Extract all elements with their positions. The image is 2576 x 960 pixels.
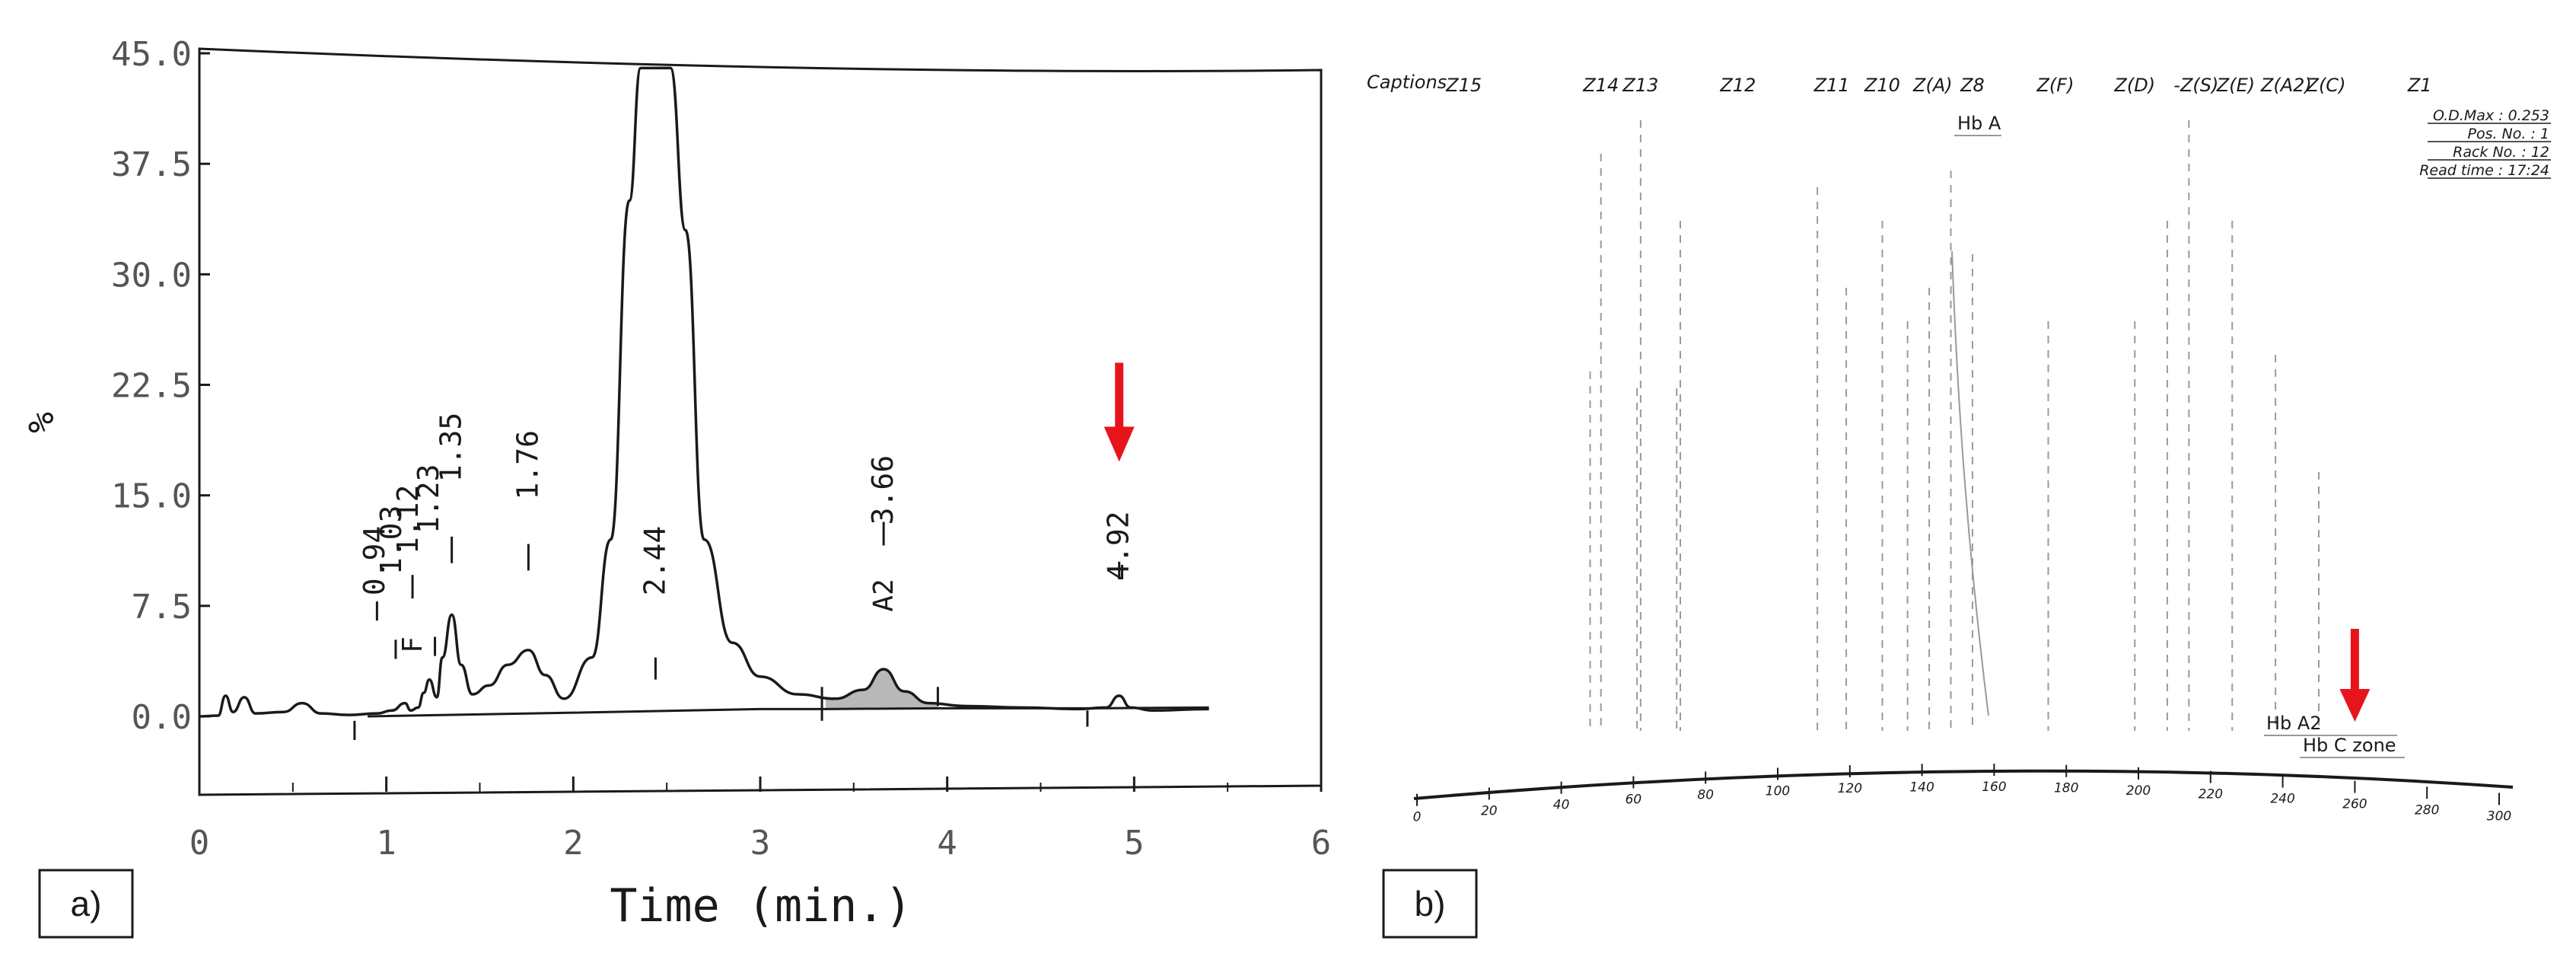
panel-a-chromatogram: 0.0 7.5 15.0 22.5 30.0 37.5 45.0 0 1 2 3 4 5 6 % Tim… [21, 35, 1331, 933]
zone-label: Z1 [2407, 75, 2432, 96]
arrow-head [1103, 426, 1135, 462]
info-box: O.D.Max : 0.253 Pos. No. : 1 Rack No. : 12… [2419, 107, 2551, 179]
peak-label: 1.12 [391, 485, 425, 555]
x-tick-label: 0 [189, 824, 210, 863]
annotation-hb-a: Hb A [1957, 113, 2001, 134]
x-tick-label: 40 [1553, 798, 1570, 813]
y-tick-label: 0.0 [132, 698, 192, 737]
peak-label: 1.76 [511, 430, 544, 500]
annotation-hb-a2: Hb A2 [2266, 713, 2322, 734]
panel-label-a-text: a) [71, 884, 102, 923]
zone-label: -Z(S) [2173, 75, 2218, 96]
x-tick-label: 6 [1311, 824, 1332, 863]
peak-label: 2.44 [638, 526, 671, 596]
x-tick-label: 120 [1838, 781, 1862, 796]
annotation-hb-c-zone: Hb C zone [2303, 735, 2396, 756]
electrophoresis-baseline [1413, 769, 2514, 800]
x-axis-label: Time (min.) [610, 879, 912, 933]
x-tick-label: 2 [563, 824, 584, 863]
peak-name: F [397, 636, 428, 653]
peak-label: 0.94 [358, 526, 391, 596]
info-line: Rack No. : 12 [2453, 144, 2549, 161]
x-tick-label: 260 [2342, 797, 2367, 812]
x-tick-label: 240 [2270, 792, 2294, 807]
arrow-head [2339, 689, 2371, 722]
y-tick-label: 45.0 [111, 35, 192, 74]
x-tick-label: 220 [2199, 787, 2223, 802]
zone-label: Z13 [1622, 75, 1658, 96]
arrow-icon [1103, 362, 1135, 462]
a2-peak-area [825, 669, 938, 710]
integration-baseline [368, 706, 1209, 718]
info-line: Read time : 17:24 [2419, 162, 2549, 179]
y-tick-label: 22.5 [111, 367, 192, 406]
captions-label: Captions [1367, 72, 1447, 93]
zone-label: Z14 [1582, 75, 1619, 96]
x-tick-label: 180 [2054, 781, 2078, 796]
y-axis: 0.0 7.5 15.0 22.5 30.0 37.5 45.0 [111, 35, 210, 737]
zone-label: Z(F) [2036, 75, 2074, 96]
y-tick-label: 30.0 [111, 256, 192, 295]
hb-a-trace [1951, 250, 1989, 716]
x-tick-label: 140 [1909, 780, 1934, 795]
x-axis: 0 20 40 60 80 100 120 140 160 180 200 220 240 260 280 3… [1413, 764, 2511, 825]
zone-label: Z11 [1813, 75, 1850, 96]
peak-label: 1.03 [374, 506, 408, 576]
zone-label: Z(D) [2113, 75, 2155, 96]
panel-label-b: b) [1382, 869, 1478, 939]
x-tick-label: 280 [2415, 802, 2439, 818]
zone-label: Z15 [1445, 75, 1482, 96]
x-tick-label: 200 [2126, 783, 2151, 799]
x-axis: 0 1 2 3 4 5 6 [189, 777, 1332, 863]
zone-label: Z(E) [2216, 75, 2255, 96]
y-tick-label: 37.5 [111, 145, 192, 184]
x-tick-label: 1 [376, 824, 396, 863]
x-tick-label: 160 [1982, 780, 2006, 795]
y-axis-label: % [21, 412, 62, 433]
x-tick-label: 5 [1124, 824, 1145, 863]
zone-traces [1589, 120, 2320, 731]
x-tick-label: 300 [2487, 809, 2511, 824]
peak-labels: 0.941.031.121.231.35 1.76 2.44 3.66 4.92 F A2 [358, 413, 1135, 653]
panel-label-b-text: b) [1415, 884, 1446, 923]
zone-label: Z(C) [2306, 75, 2346, 96]
peak-markers [353, 521, 1121, 740]
x-tick-label: 80 [1697, 787, 1714, 802]
zone-label: Z(A2) [2260, 75, 2312, 96]
y-tick-label: 15.0 [111, 477, 192, 516]
arrow-icon [2339, 629, 2371, 722]
panel-b-electrophoresis: Captions Z15 Z14 Z13 Z12 Z11 Z10 Z(A) Z8 Z(F) Z(D… [1367, 72, 2551, 825]
peak-label: 4.92 [1102, 511, 1135, 581]
panel-label-a: a) [38, 869, 134, 939]
zone-label: Z10 [1864, 75, 1900, 96]
peak-label: 1.35 [435, 413, 468, 483]
info-line: O.D.Max : 0.253 [2433, 107, 2549, 124]
peak-label: 3.66 [866, 455, 900, 525]
x-tick-label: 4 [937, 824, 957, 863]
y-tick-label: 7.5 [132, 588, 192, 627]
x-tick-label: 3 [750, 824, 771, 863]
info-line: Pos. No. : 1 [2467, 126, 2549, 142]
x-tick-label: 100 [1766, 784, 1790, 799]
peak-name: A2 [868, 579, 900, 611]
series-line [199, 66, 1209, 718]
peak-label: 1.23 [412, 464, 445, 534]
x-tick-label: 0 [1413, 810, 1422, 825]
zone-label: Z8 [1960, 75, 1985, 96]
x-tick-label: 60 [1626, 793, 1642, 808]
zone-label: Z12 [1719, 75, 1756, 96]
x-tick-label: 20 [1481, 803, 1498, 818]
zone-labels: Z15 Z14 Z13 Z12 Z11 Z10 Z(A) Z8 Z(F) Z(D) -Z(S)Z(E… [1445, 75, 2431, 96]
zone-label: Z(A) [1912, 75, 1953, 96]
plot-a-frame [198, 47, 1323, 796]
